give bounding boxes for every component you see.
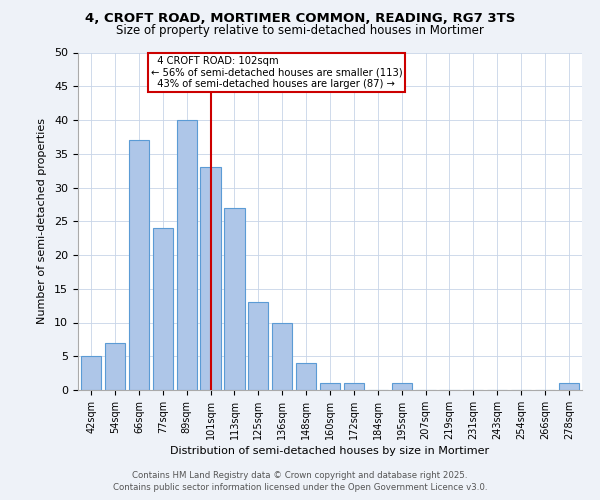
Bar	[296, 363, 316, 390]
Text: 4, CROFT ROAD, MORTIMER COMMON, READING, RG7 3TS: 4, CROFT ROAD, MORTIMER COMMON, READING,…	[85, 12, 515, 26]
Y-axis label: Number of semi-detached properties: Number of semi-detached properties	[37, 118, 47, 324]
Bar	[272, 322, 292, 390]
Bar	[129, 140, 149, 390]
Bar	[224, 208, 245, 390]
Title: 4, CROFT ROAD, MORTIMER COMMON, READING, RG7 3TS
Size of property relative to se: 4, CROFT ROAD, MORTIMER COMMON, READING,…	[0, 499, 1, 500]
Bar	[152, 228, 173, 390]
X-axis label: Distribution of semi-detached houses by size in Mortimer: Distribution of semi-detached houses by …	[170, 446, 490, 456]
Bar	[392, 383, 412, 390]
Text: Contains HM Land Registry data © Crown copyright and database right 2025.
Contai: Contains HM Land Registry data © Crown c…	[113, 471, 487, 492]
Bar	[176, 120, 197, 390]
Bar	[81, 356, 101, 390]
Bar	[320, 383, 340, 390]
Bar	[344, 383, 364, 390]
Bar	[200, 167, 221, 390]
Bar	[105, 343, 125, 390]
Bar	[248, 302, 268, 390]
Text: 4 CROFT ROAD: 102sqm
← 56% of semi-detached houses are smaller (113)
  43% of se: 4 CROFT ROAD: 102sqm ← 56% of semi-detac…	[151, 56, 403, 89]
Bar	[559, 383, 579, 390]
Text: Size of property relative to semi-detached houses in Mortimer: Size of property relative to semi-detach…	[116, 24, 484, 37]
